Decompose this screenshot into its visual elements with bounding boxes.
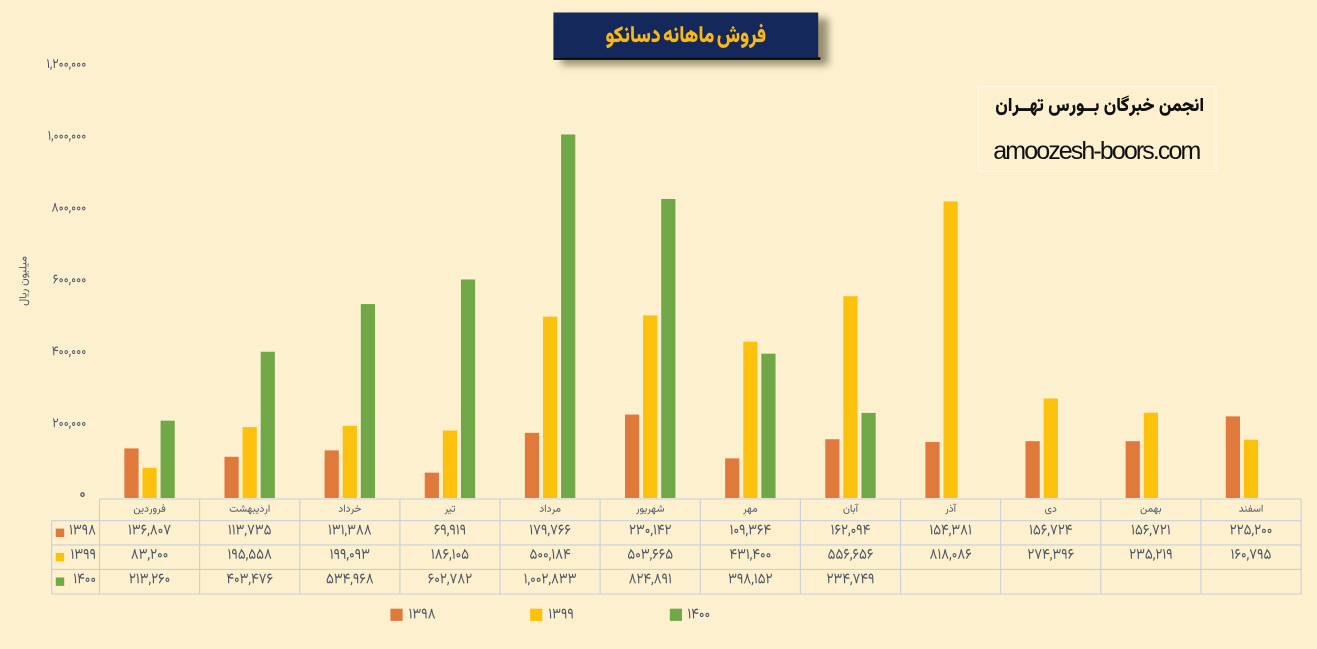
- svg-text:amoozesh-boors.com: amoozesh-boors.com: [993, 137, 1201, 165]
